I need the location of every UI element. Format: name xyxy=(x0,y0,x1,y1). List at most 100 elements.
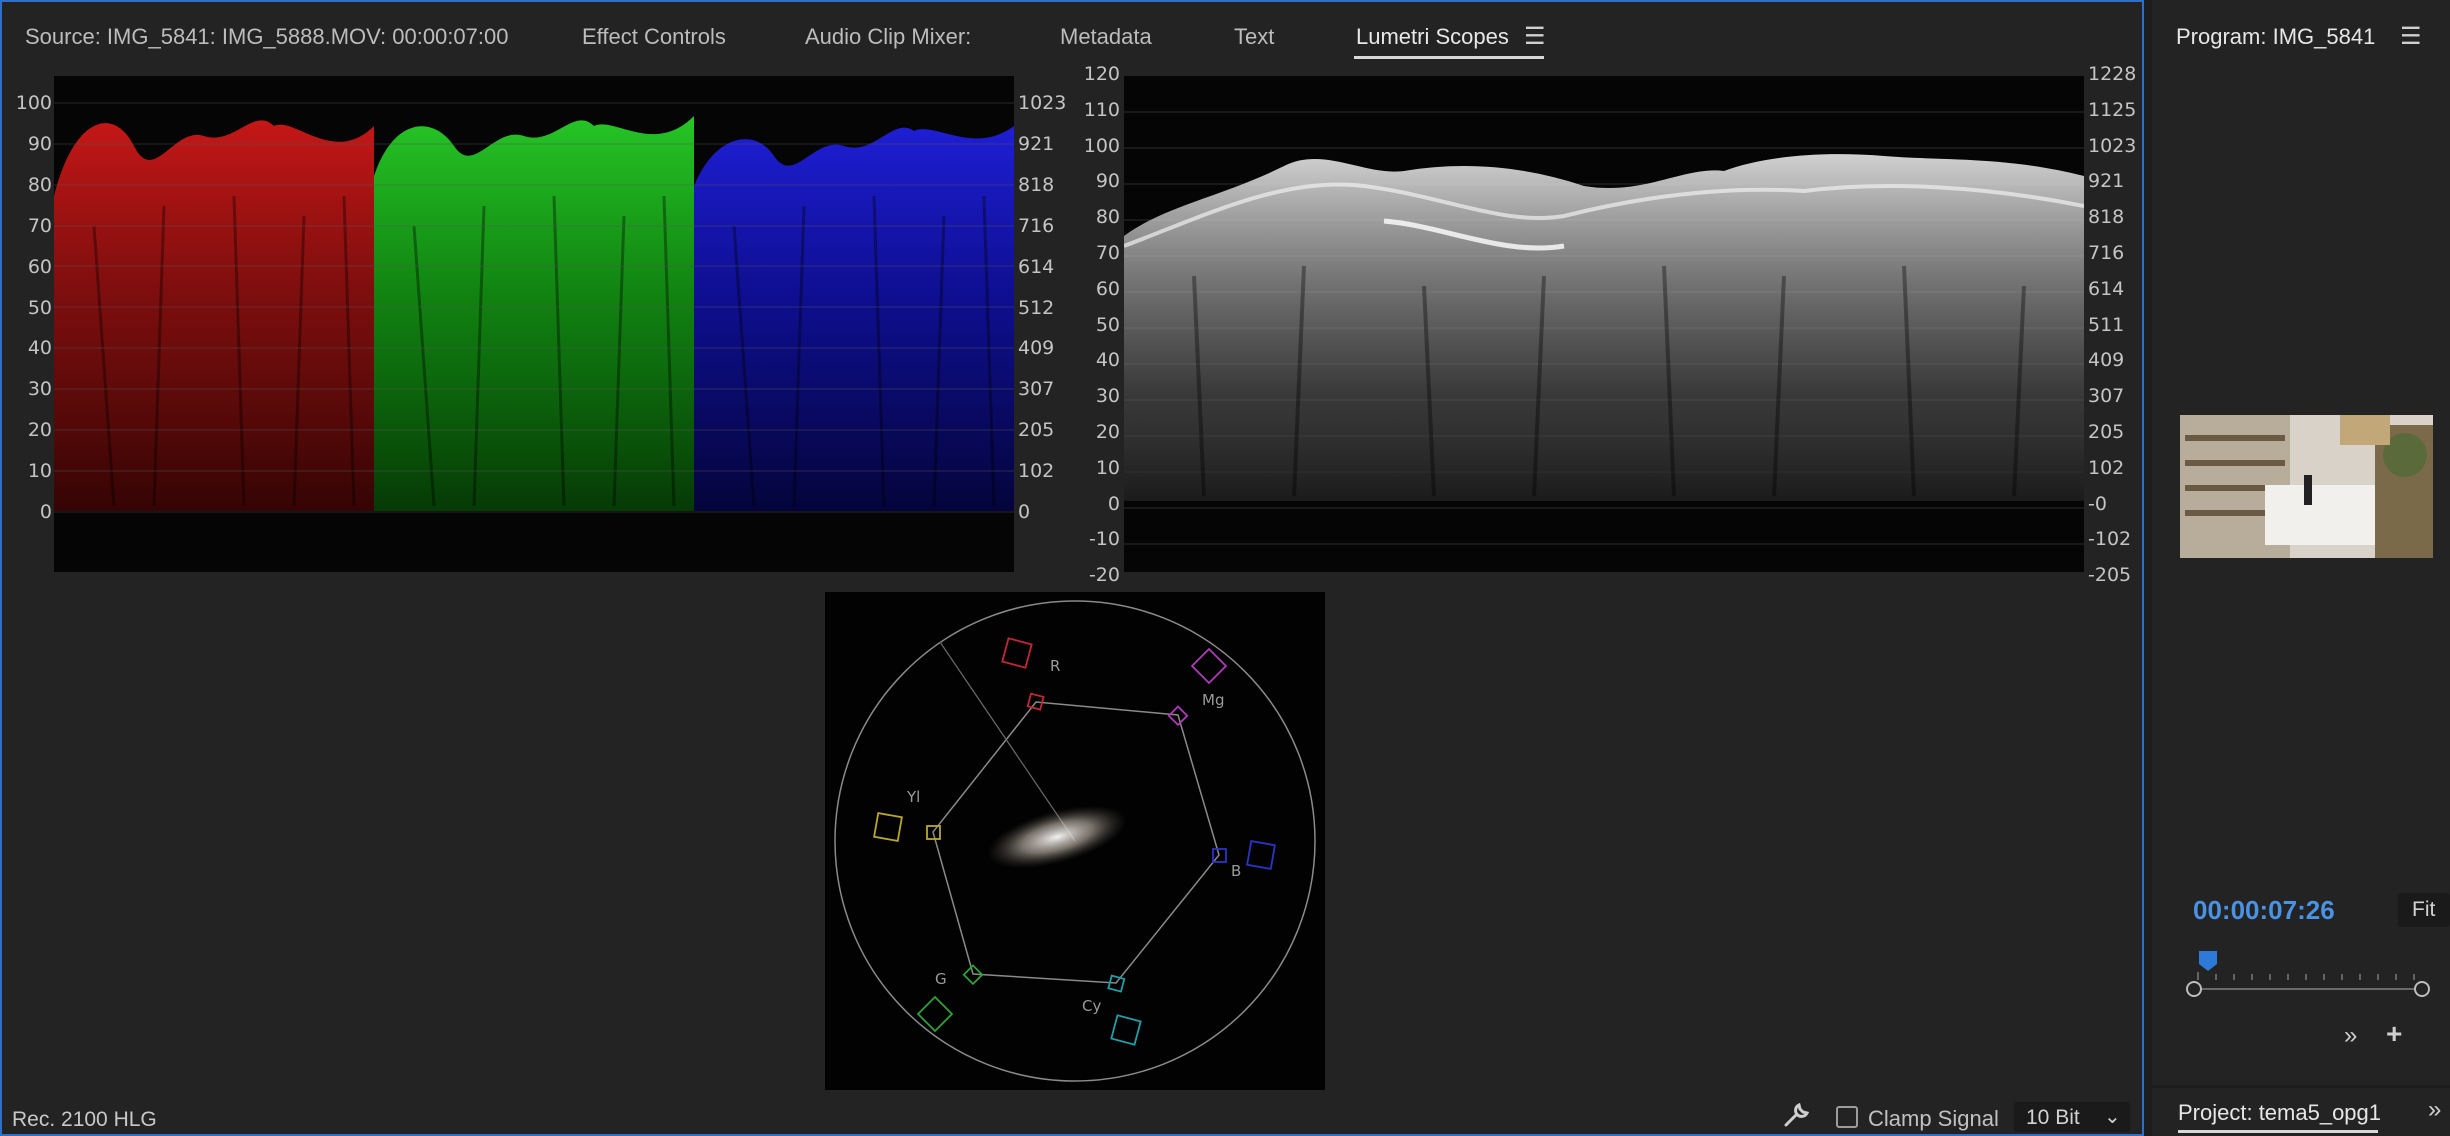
r-target-inner xyxy=(1026,692,1045,711)
color-space-label: Rec. 2100 HLG xyxy=(12,1108,157,1131)
luma-waveform-graph xyxy=(1124,111,2084,545)
tab-audio-clip-mixer[interactable]: Audio Clip Mixer: xyxy=(805,24,972,49)
panel-menu-icon[interactable]: ☰ xyxy=(1524,23,1546,50)
parade-right-tick-label: 409 xyxy=(1018,337,1055,360)
waveform-right-tick-label: 409 xyxy=(2088,349,2125,372)
waveform-right-tick-label: 818 xyxy=(2088,206,2125,229)
waveform-left-tick-label: 80 xyxy=(1095,206,1120,229)
rgb-parade-graph xyxy=(54,102,1014,513)
waveform-right-tick-label: 511 xyxy=(2088,313,2125,336)
more-tabs-icon[interactable]: » xyxy=(2428,1096,2442,1123)
blue-channel-trace xyxy=(694,126,1014,511)
tab-lumetri-scopes[interactable]: Lumetri Scopes xyxy=(1356,24,1509,49)
more-controls-icon[interactable]: » xyxy=(2344,1022,2358,1049)
program-monitor-title[interactable]: Program: IMG_5841 xyxy=(2176,24,2376,49)
vectorscope-graph: R Mg B Cy G Yl xyxy=(834,600,1316,1082)
g-target-outer xyxy=(916,995,954,1033)
tab-text[interactable]: Text xyxy=(1234,24,1275,49)
program-timecode[interactable]: 00:00:07:26 xyxy=(2193,895,2335,925)
waveform-left-tick-label: -10 xyxy=(1088,528,1120,551)
project-panel xyxy=(2152,1088,2450,1136)
parade-right-tick-label: 307 xyxy=(1018,378,1055,401)
parade-right-tick-label: 1023 xyxy=(1018,92,1067,114)
chevron-down-icon: ⌄ xyxy=(2104,1106,2121,1128)
vectorscope-outer-circle xyxy=(834,600,1316,1082)
waveform-right-tick-label: -205 xyxy=(2088,564,2132,587)
parade-right-tick-label: 512 xyxy=(1018,296,1055,319)
waveform-right-tick-label: 716 xyxy=(2088,242,2125,264)
project-tab-indicator xyxy=(2178,1130,2378,1133)
add-button-icon[interactable]: + xyxy=(2386,1018,2403,1049)
parade-left-tick-label: 90 xyxy=(27,132,52,155)
zoom-fit-select[interactable]: Fit xyxy=(2398,893,2450,927)
luma-waveform-scope xyxy=(1124,76,2084,572)
cy-target-outer xyxy=(1110,1014,1142,1046)
bit-depth-value: 10 Bit xyxy=(2026,1106,2080,1129)
parade-right-tick-label: 716 xyxy=(1018,214,1055,237)
waveform-right-tick-label: -102 xyxy=(2088,528,2132,551)
parade-left-tick-label: 100 xyxy=(15,92,52,114)
waveform-right-tick-label: 102 xyxy=(2088,456,2125,479)
mg-target-outer xyxy=(1190,647,1228,685)
vectorscope-hexagon xyxy=(932,701,1220,984)
mg-target-inner xyxy=(1167,705,1189,727)
label-yl: Yl xyxy=(906,788,920,806)
waveform-left-tick-label: 0 xyxy=(1107,492,1120,515)
label-mg: Mg xyxy=(1202,691,1224,709)
waveform-right-tick-label: 1125 xyxy=(2088,98,2137,121)
bit-depth-select[interactable]: 10 Bit ⌄ xyxy=(2014,1102,2130,1132)
waveform-left-tick-label: 90 xyxy=(1095,170,1120,193)
yl-target-outer xyxy=(873,812,903,842)
waveform-left-tick-label: 110 xyxy=(1083,98,1120,121)
parade-left-tick-label: 60 xyxy=(27,255,52,278)
waveform-left-tick-label: 50 xyxy=(1095,313,1120,336)
project-panel-title[interactable]: Project: tema5_opg1 xyxy=(2178,1100,2382,1125)
parade-left-tick-label: 10 xyxy=(27,460,52,483)
label-g: G xyxy=(935,970,947,988)
waveform-right-tick-label: 307 xyxy=(2088,385,2125,408)
luma-trace xyxy=(1124,154,2084,501)
waveform-left-tick-label: 10 xyxy=(1095,456,1120,479)
tab-metadata[interactable]: Metadata xyxy=(1060,24,1152,49)
waveform-right-tick-label: -0 xyxy=(2088,492,2107,515)
program-time-ruler[interactable] xyxy=(2190,960,2434,982)
tab-effect-controls[interactable]: Effect Controls xyxy=(582,24,726,49)
vectorscope-scope: R Mg B Cy G Yl xyxy=(825,592,1325,1090)
green-channel-trace xyxy=(374,116,694,511)
parade-left-tick-label: 20 xyxy=(27,419,52,442)
waveform-left-tick-label: 120 xyxy=(1083,63,1120,85)
parade-right-tick-label: 818 xyxy=(1018,173,1055,196)
waveform-right-tick-label: 205 xyxy=(2088,421,2125,443)
tab-source[interactable]: Source: IMG_5841: IMG_5888.MOV: 00:00:07… xyxy=(25,24,509,49)
parade-right-tick-label: 0 xyxy=(1018,501,1031,523)
red-channel-trace xyxy=(54,120,374,511)
parade-left-tick-label: 70 xyxy=(27,214,52,237)
vectorscope-signal xyxy=(987,805,1127,869)
label-cy: Cy xyxy=(1082,997,1101,1015)
waveform-left-tick-label: 100 xyxy=(1083,134,1120,157)
r-target-outer xyxy=(1001,637,1033,669)
playhead-icon[interactable] xyxy=(2198,950,2218,972)
waveform-left-tick-label: 20 xyxy=(1095,421,1120,443)
parade-right-tick-label: 614 xyxy=(1018,255,1055,278)
parade-left-tick-label: 80 xyxy=(27,173,52,196)
parade-right-tick-label: 921 xyxy=(1018,132,1055,155)
parade-left-tick-label: 0 xyxy=(39,501,52,523)
waveform-left-tick-label: 60 xyxy=(1095,277,1120,300)
zoom-scrollbar[interactable] xyxy=(2184,980,2444,998)
waveform-right-tick-label: 921 xyxy=(2088,170,2125,193)
parade-left-tick-label: 40 xyxy=(27,337,52,360)
waveform-right-tick-label: 1023 xyxy=(2088,134,2137,157)
wrench-icon[interactable] xyxy=(1782,1100,1812,1130)
parade-left-tick-label: 30 xyxy=(27,378,52,401)
program-menu-icon[interactable]: ☰ xyxy=(2400,23,2422,50)
rgb-parade-scope xyxy=(54,76,1014,572)
clamp-signal-checkbox[interactable] xyxy=(1836,1106,1858,1128)
waveform-left-tick-label: 40 xyxy=(1095,349,1120,372)
waveform-left-tick-label: -20 xyxy=(1088,564,1120,587)
waveform-right-tick-label: 614 xyxy=(2088,277,2125,300)
b-target-inner xyxy=(1212,848,1227,863)
label-b: B xyxy=(1231,862,1241,880)
b-target-outer xyxy=(1246,840,1276,870)
program-preview-frame xyxy=(2180,415,2433,558)
